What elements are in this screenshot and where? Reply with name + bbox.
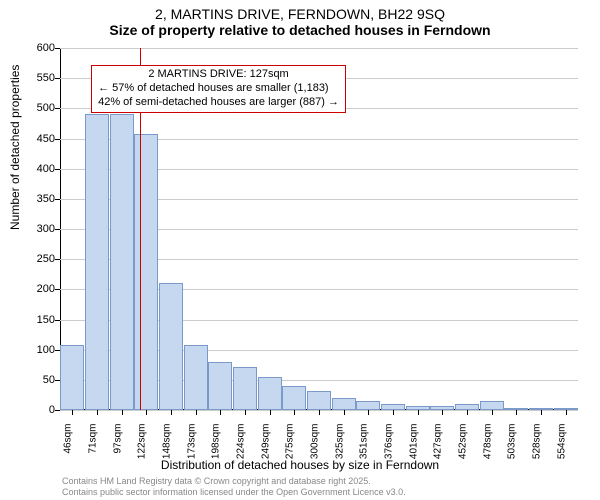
histogram-bar bbox=[110, 114, 134, 410]
ytick-mark bbox=[55, 410, 60, 411]
ytick-mark bbox=[55, 289, 60, 290]
xtick-mark bbox=[97, 410, 98, 415]
xtick-mark bbox=[566, 410, 567, 415]
histogram-bar bbox=[356, 401, 380, 410]
xtick-mark bbox=[516, 410, 517, 415]
xtick-mark bbox=[196, 410, 197, 415]
ytick-label: 350 bbox=[20, 193, 55, 205]
footnote-2: Contains public sector information licen… bbox=[62, 487, 406, 498]
xtick-mark bbox=[72, 410, 73, 415]
annotation-line-2: ← 57% of detached houses are smaller (1,… bbox=[98, 82, 339, 96]
ytick-label: 500 bbox=[20, 102, 55, 114]
xtick-mark bbox=[418, 410, 419, 415]
xtick-mark bbox=[270, 410, 271, 415]
ytick-label: 400 bbox=[20, 163, 55, 175]
xtick-mark bbox=[319, 410, 320, 415]
ytick-mark bbox=[55, 199, 60, 200]
xtick-mark bbox=[368, 410, 369, 415]
chart-title: 2, MARTINS DRIVE, FERNDOWN, BH22 9SQ bbox=[0, 0, 600, 22]
xtick-mark bbox=[344, 410, 345, 415]
histogram-bar bbox=[184, 345, 208, 410]
ytick-mark bbox=[55, 169, 60, 170]
histogram-bar bbox=[85, 114, 109, 410]
y-axis-label: Number of detached properties bbox=[8, 65, 22, 230]
ytick-label: 300 bbox=[20, 223, 55, 235]
ytick-label: 600 bbox=[20, 42, 55, 54]
histogram-bar bbox=[480, 401, 504, 410]
ytick-label: 100 bbox=[20, 344, 55, 356]
annotation-box: 2 MARTINS DRIVE: 127sqm← 57% of detached… bbox=[91, 65, 346, 112]
annotation-line-1: 2 MARTINS DRIVE: 127sqm bbox=[98, 68, 339, 82]
ytick-mark bbox=[55, 78, 60, 79]
xtick-mark bbox=[294, 410, 295, 415]
histogram-bar bbox=[258, 377, 282, 410]
ytick-label: 250 bbox=[20, 253, 55, 265]
ytick-label: 0 bbox=[20, 404, 55, 416]
annotation-line-3: 42% of semi-detached houses are larger (… bbox=[98, 96, 339, 110]
xtick-mark bbox=[467, 410, 468, 415]
ytick-mark bbox=[55, 139, 60, 140]
histogram-bar bbox=[60, 345, 84, 410]
xtick-mark bbox=[442, 410, 443, 415]
histogram-bar bbox=[282, 386, 306, 410]
ytick-mark bbox=[55, 48, 60, 49]
ytick-mark bbox=[55, 320, 60, 321]
histogram-bar bbox=[134, 134, 158, 410]
gridline bbox=[60, 48, 578, 49]
xtick-mark bbox=[492, 410, 493, 415]
xtick-mark bbox=[220, 410, 221, 415]
footnote-1: Contains HM Land Registry data © Crown c… bbox=[62, 476, 371, 487]
histogram-bar bbox=[332, 398, 356, 410]
ytick-label: 200 bbox=[20, 283, 55, 295]
xtick-mark bbox=[122, 410, 123, 415]
ytick-mark bbox=[55, 259, 60, 260]
ytick-label: 150 bbox=[20, 314, 55, 326]
xtick-mark bbox=[245, 410, 246, 415]
chart-subtitle: Size of property relative to detached ho… bbox=[0, 22, 600, 42]
x-axis-label: Distribution of detached houses by size … bbox=[0, 458, 600, 472]
chart-container: 2, MARTINS DRIVE, FERNDOWN, BH22 9SQ Siz… bbox=[0, 0, 600, 500]
xtick-mark bbox=[171, 410, 172, 415]
histogram-bar bbox=[307, 391, 331, 410]
xtick-mark bbox=[393, 410, 394, 415]
histogram-bar bbox=[159, 283, 183, 410]
plot-area: 05010015020025030035040045050055060046sq… bbox=[60, 48, 578, 410]
ytick-label: 50 bbox=[20, 374, 55, 386]
xtick-mark bbox=[541, 410, 542, 415]
xtick-mark bbox=[146, 410, 147, 415]
histogram-bar bbox=[233, 367, 257, 410]
ytick-label: 450 bbox=[20, 133, 55, 145]
ytick-mark bbox=[55, 108, 60, 109]
ytick-label: 550 bbox=[20, 72, 55, 84]
histogram-bar bbox=[208, 362, 232, 410]
ytick-mark bbox=[55, 229, 60, 230]
